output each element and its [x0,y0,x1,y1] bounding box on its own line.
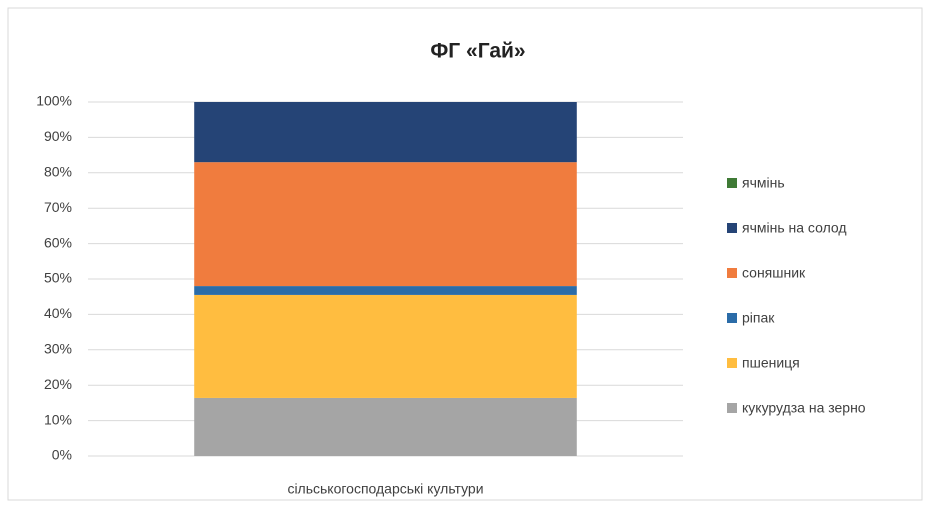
legend-swatch [727,178,737,188]
bar-segment [194,286,577,295]
chart-title: ФГ «Гай» [430,40,525,63]
legend-swatch [727,313,737,323]
y-tick-label: 90% [44,128,72,144]
bar-segment [194,397,577,456]
y-tick-label: 20% [44,376,72,392]
legend-swatch [727,268,737,278]
legend-swatch [727,358,737,368]
y-tick-label: 10% [44,411,72,427]
legend-label: соняшник [742,265,806,281]
y-tick-label: 60% [44,234,72,250]
legend-label: пшениця [742,355,800,371]
legend-label: ячмінь на солод [742,220,847,236]
y-tick-label: 40% [44,305,72,321]
y-tick-label: 50% [44,270,72,286]
legend-label: ріпак [742,310,775,326]
legend-swatch [727,223,737,233]
bar-segment [194,294,577,398]
legend-label: ячмінь [742,175,785,191]
bar-segment [194,102,577,163]
y-tick-label: 100% [36,93,72,109]
y-tick-label: 30% [44,341,72,357]
y-tick-label: 80% [44,164,72,180]
y-tick-label: 0% [52,447,72,463]
legend-swatch [727,403,737,413]
x-tick-label: сільськогосподарські культури [287,481,483,497]
bar-segment [194,162,577,287]
legend-label: кукурудза на зерно [742,400,866,416]
y-tick-label: 70% [44,199,72,215]
